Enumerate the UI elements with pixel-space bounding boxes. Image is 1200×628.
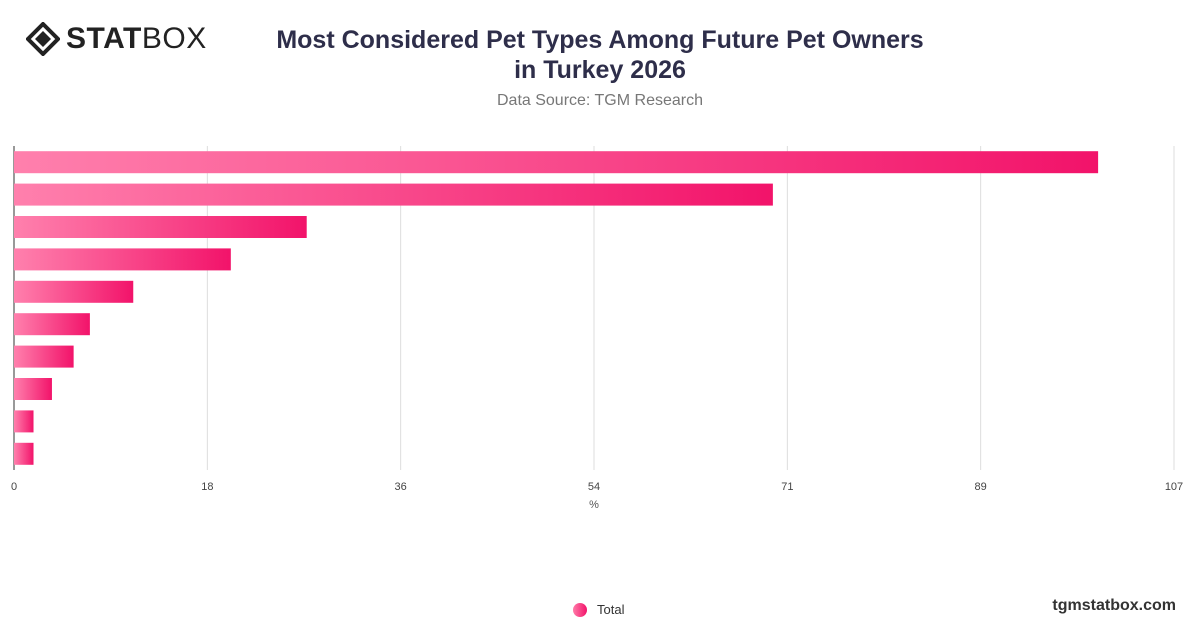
logo-wordmark: STATBOX xyxy=(66,24,207,54)
chart-title: Most Considered Pet Types Among Future P… xyxy=(250,25,950,85)
chart-legend[interactable]: Total xyxy=(573,602,624,617)
x-axis-label: % xyxy=(589,499,599,511)
x-tick-label: 18 xyxy=(201,481,213,493)
bar[interactable] xyxy=(14,151,1099,174)
statbox-logo: STATBOX xyxy=(26,22,207,56)
bar[interactable] xyxy=(14,313,90,336)
bar[interactable] xyxy=(14,183,773,206)
x-tick-label: 71 xyxy=(781,481,793,493)
x-tick-label: 107 xyxy=(1165,481,1183,493)
chart-title-line-1: Most Considered Pet Types Among Future P… xyxy=(276,26,924,54)
legend-marker-total xyxy=(573,602,587,617)
bar[interactable] xyxy=(14,280,134,303)
bar[interactable] xyxy=(14,442,34,465)
x-tick-label: 0 xyxy=(11,481,17,493)
x-tick-label: 89 xyxy=(975,481,987,493)
bar[interactable] xyxy=(14,248,231,271)
chart-title-line-2: in Turkey 2026 xyxy=(514,56,686,84)
logo-word-light: BOX xyxy=(141,22,207,55)
x-tick-label: 54 xyxy=(588,481,600,493)
website-url[interactable]: tgmstatbox.com xyxy=(1052,597,1176,614)
diamond-logo-icon xyxy=(26,22,60,56)
bar[interactable] xyxy=(14,378,52,400)
legend-label-total: Total xyxy=(597,602,625,617)
x-tick-label: 36 xyxy=(395,481,407,493)
bar[interactable] xyxy=(14,216,307,238)
bar[interactable] xyxy=(14,410,34,433)
bars xyxy=(14,151,1099,465)
chart-subtitle: Data Source: TGM Research xyxy=(496,92,703,109)
bar[interactable] xyxy=(14,345,74,368)
x-axis-ticks: 0 18 36 54 71 89 107 xyxy=(11,481,1183,493)
logo-word-bold: STAT xyxy=(66,22,142,55)
